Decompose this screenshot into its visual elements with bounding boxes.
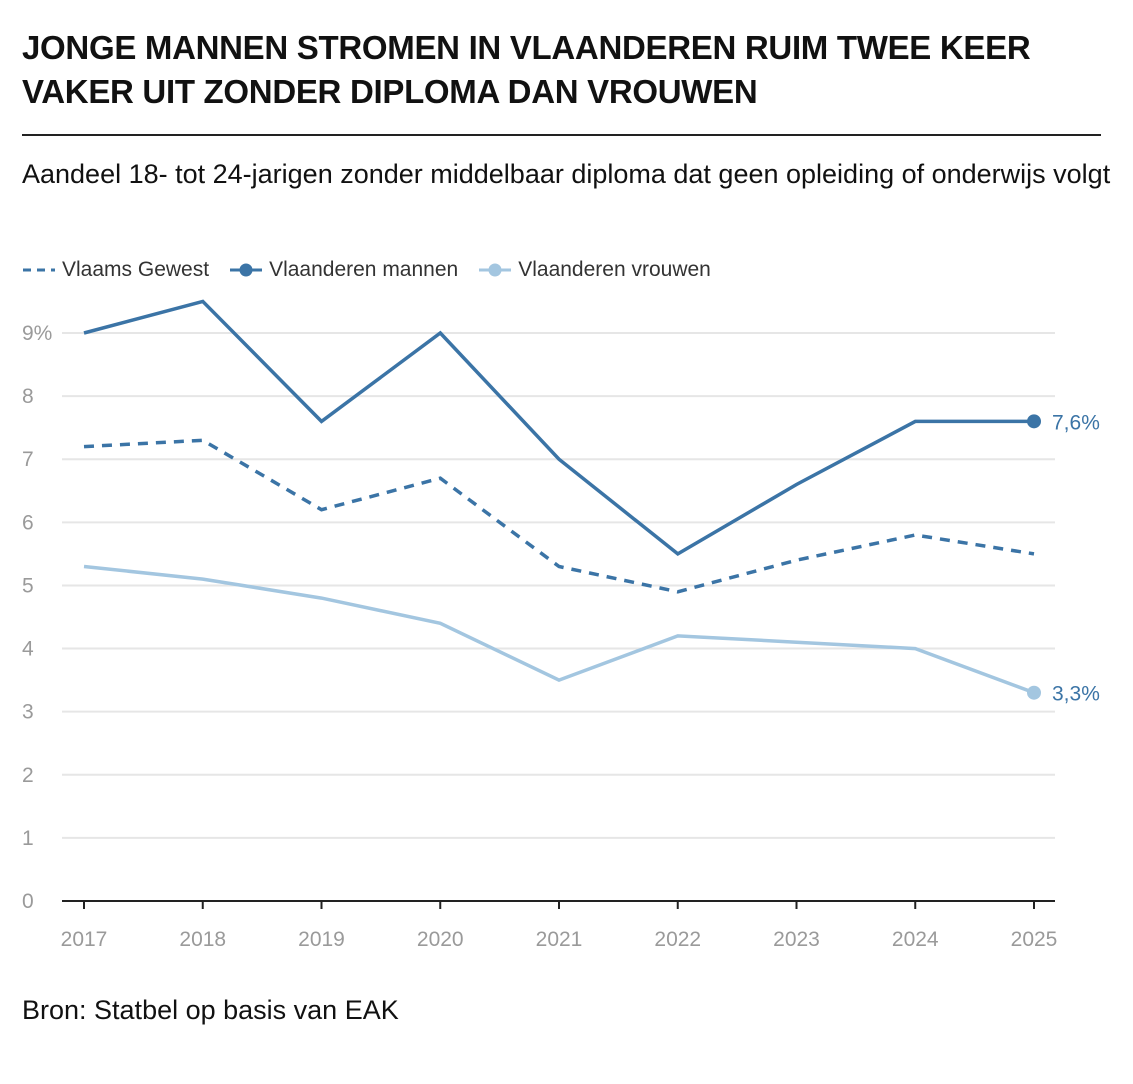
chart-title: JONGE MANNEN STROMEN IN VLAANDEREN RUIM …: [22, 29, 1031, 110]
source-note: Bron: Statbel op basis van EAK: [22, 995, 399, 1025]
y-tick-label: 6: [22, 511, 34, 534]
y-tick-label: 3: [22, 701, 34, 724]
legend-item-vlaams-gewest: Vlaams Gewest: [22, 258, 209, 282]
y-tick-label: 8: [22, 385, 34, 408]
y-tick-label: 4: [22, 638, 34, 661]
x-tick-label: 2024: [892, 928, 939, 951]
x-tick-label: 2017: [61, 928, 108, 951]
legend-label-vlaams-gewest: Vlaams Gewest: [62, 258, 210, 281]
legend-item-vlaanderen-mannen: Vlaanderen mannen: [229, 258, 458, 282]
x-tick-label: 2020: [417, 928, 464, 951]
end-value-label: 3,3%: [1052, 683, 1100, 706]
legend-label-vlaanderen-mannen: Vlaanderen mannen: [269, 258, 459, 281]
end-value-label: 7,6%: [1052, 411, 1100, 434]
x-tick-label: 2025: [1011, 928, 1058, 951]
chart-legend: Vlaams Gewest Vlaanderen mannen Vlaander…: [22, 256, 731, 284]
line-chart: 0 1 2 3 4 5 6 7 8 9% 2017 2018 2019 2020 2021 2022 2023 2…: [22, 299, 1100, 951]
x-tick-label: 2021: [536, 928, 583, 951]
x-tick-label: 2022: [654, 928, 701, 951]
y-tick-label: 1: [22, 827, 34, 850]
vlaanderen-mannen-line: [83, 299, 1034, 557]
y-tick-label: 2: [22, 764, 34, 787]
y-tick-label: 9%: [22, 322, 52, 345]
vlaams-gewest-line: [83, 438, 1035, 594]
legend-dashed-line-icon: [23, 268, 55, 272]
x-tick-label: 2023: [773, 928, 820, 951]
x-tick-label: 2018: [179, 928, 226, 951]
legend-line-dot-icon: [230, 263, 263, 277]
legend-label-vlaanderen-vrouwen: Vlaanderen vrouwen: [518, 258, 711, 281]
legend-item-vlaanderen-vrouwen: Vlaanderen vrouwen: [478, 258, 711, 282]
chart-subtitle: Aandeel 18- tot 24-jarigen zonder middel…: [22, 159, 1111, 189]
y-tick-label: 7: [22, 448, 34, 471]
y-tick-label: 5: [22, 574, 34, 597]
x-tick-label: 2019: [298, 928, 345, 951]
end-point-marker: [1027, 685, 1041, 700]
y-tick-label: 0: [22, 890, 34, 913]
vlaanderen-vrouwen-line: [83, 564, 1035, 695]
end-point-marker: [1027, 414, 1041, 429]
title-divider: [22, 134, 1101, 136]
legend-line-dot-icon: [479, 263, 512, 277]
